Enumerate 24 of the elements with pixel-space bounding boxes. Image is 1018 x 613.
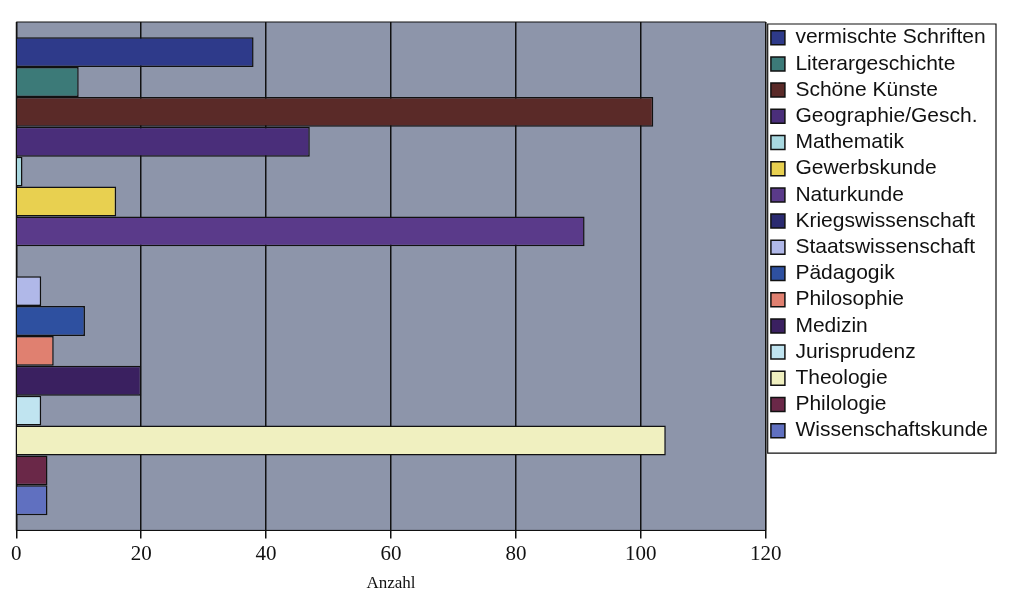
legend-label: Kriegswissenschaft bbox=[795, 207, 976, 231]
legend-label: Medizin bbox=[795, 312, 868, 336]
x-tick-label: 80 bbox=[505, 540, 527, 565]
legend-label: Staatswissenschaft bbox=[795, 234, 976, 258]
legend-label: Geographie/Gesch. bbox=[795, 103, 978, 127]
x-axis-title: Anzahl bbox=[366, 573, 416, 593]
legend-label: Philosophie bbox=[795, 286, 904, 310]
legend-label: Gewerbskunde bbox=[795, 155, 937, 179]
legend-label: Schöne Künste bbox=[795, 76, 938, 100]
x-tick-label: 40 bbox=[255, 540, 277, 565]
legend-label: Literargeschichte bbox=[795, 50, 956, 74]
legend-label: Theologie bbox=[795, 365, 888, 389]
legend-label: Pädagogik bbox=[795, 260, 896, 284]
x-tick-label: 20 bbox=[130, 540, 152, 565]
x-tick-label: 60 bbox=[380, 540, 402, 565]
legend-label: Naturkunde bbox=[795, 181, 904, 205]
legend-label: Philologie bbox=[795, 391, 887, 415]
x-tick-label: 120 bbox=[749, 540, 782, 565]
legend-label: Mathematik bbox=[795, 129, 905, 153]
legend-label: Wissenschaftskunde bbox=[795, 417, 988, 441]
legend-label: Jurisprudenz bbox=[795, 338, 916, 362]
x-tick-label: 100 bbox=[625, 540, 657, 565]
x-tick-label: 0 bbox=[11, 540, 22, 565]
legend-label: vermischte Schriften bbox=[795, 24, 986, 48]
